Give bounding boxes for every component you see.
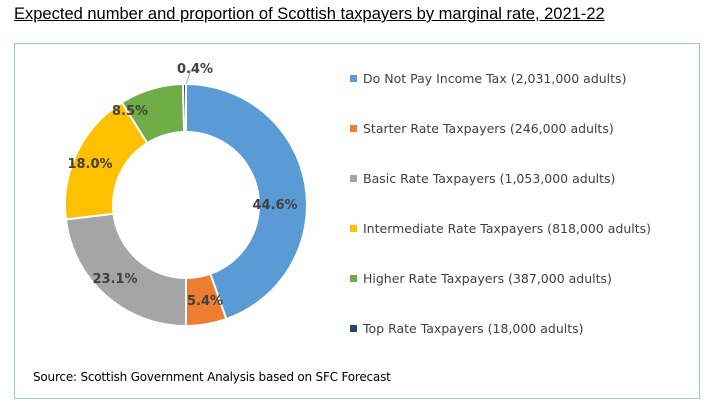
data-label: 18.0% [67,157,112,172]
legend-swatch-icon [350,225,357,232]
donut-slices [64,82,308,328]
source-note: Source: Scottish Government Analysis bas… [33,370,391,384]
legend-item: Basic Rate Taxpayers (1,053,000 adults) [350,171,615,186]
legend-item: Do Not Pay Income Tax (2,031,000 adults) [350,71,626,86]
legend-label: Starter Rate Taxpayers (246,000 adults) [363,121,614,136]
legend-label: Top Rate Taxpayers (18,000 adults) [363,321,584,336]
chart-title: Expected number and proportion of Scotti… [14,5,605,23]
legend-swatch-icon [350,275,357,282]
leader-line [185,69,192,85]
legend-item: Starter Rate Taxpayers (246,000 adults) [350,121,614,136]
legend-item: Higher Rate Taxpayers (387,000 adults) [350,271,612,286]
legend-label: Higher Rate Taxpayers (387,000 adults) [363,271,612,286]
legend-item: Intermediate Rate Taxpayers (818,000 adu… [350,221,651,236]
legend-label: Do Not Pay Income Tax (2,031,000 adults) [363,71,627,86]
data-label: 23.1% [92,272,137,287]
data-label: 5.4% [187,294,223,309]
donut-slice [185,82,308,321]
legend-swatch-icon [350,175,357,182]
data-label: 44.6% [252,198,297,213]
data-label: 8.5% [112,104,148,119]
donut-slice [64,212,187,328]
legend-label: Intermediate Rate Taxpayers (818,000 adu… [363,221,652,236]
data-labels: 44.6% 5.4% 23.1% 18.0% 8.5% 0.4% [67,62,297,309]
data-label: 0.4% [177,62,213,77]
legend-swatch-icon [350,75,357,82]
legend-swatch-icon [350,325,357,332]
legend-swatch-icon [350,125,357,132]
donut-slice [181,82,187,134]
legend-label: Basic Rate Taxpayers (1,053,000 adults) [363,171,616,186]
legend-item: Top Rate Taxpayers (18,000 adults) [350,321,584,336]
